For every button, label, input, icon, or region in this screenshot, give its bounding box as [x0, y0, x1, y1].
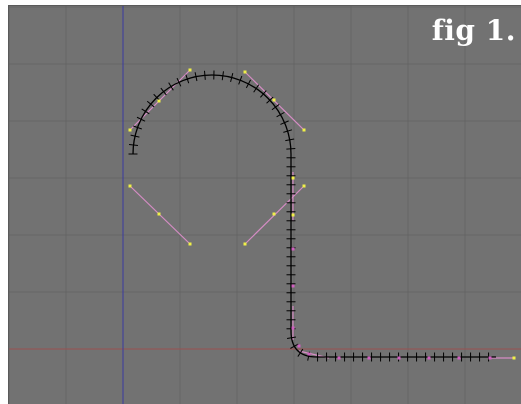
curve-scene [9, 6, 521, 404]
control-point [129, 185, 132, 188]
curve-tick [286, 148, 295, 149]
curve-tick [298, 349, 303, 356]
control-points[interactable] [129, 69, 516, 360]
control-point [303, 129, 306, 132]
control-point [298, 345, 301, 348]
control-point [292, 214, 295, 217]
control-point [303, 185, 306, 188]
curve-tick [161, 88, 167, 95]
control-point [489, 357, 492, 360]
curve-tick [287, 337, 296, 338]
control-point [292, 327, 295, 330]
control-point [513, 357, 516, 360]
control-point [292, 177, 295, 180]
curve-tick [254, 85, 259, 92]
control-point [428, 357, 431, 360]
control-point [292, 248, 295, 251]
figure-label: fig 1. [432, 14, 516, 47]
curve-tick [204, 71, 205, 80]
curve-tick [246, 80, 250, 88]
control-point [129, 129, 132, 132]
bezier-handles[interactable] [130, 70, 514, 358]
curve-tick [129, 145, 138, 146]
control-point [458, 357, 461, 360]
3d-viewport[interactable]: fig 1. [8, 5, 521, 404]
control-point [292, 285, 295, 288]
control-point [308, 353, 311, 356]
control-point [158, 213, 161, 216]
bezier-curve[interactable] [133, 75, 496, 357]
control-point [273, 99, 276, 102]
curve-tick [277, 112, 285, 116]
control-point [189, 69, 192, 72]
curve-tick [222, 71, 223, 80]
control-point [189, 243, 192, 246]
viewport-grid [9, 6, 521, 404]
control-point [338, 357, 341, 360]
control-point [244, 243, 247, 246]
control-point [398, 357, 401, 360]
control-point [158, 100, 161, 103]
control-point [244, 71, 247, 74]
control-point [368, 357, 371, 360]
control-point [273, 213, 276, 216]
curve-segment-ticks [129, 71, 489, 362]
curve-tick [272, 104, 279, 109]
